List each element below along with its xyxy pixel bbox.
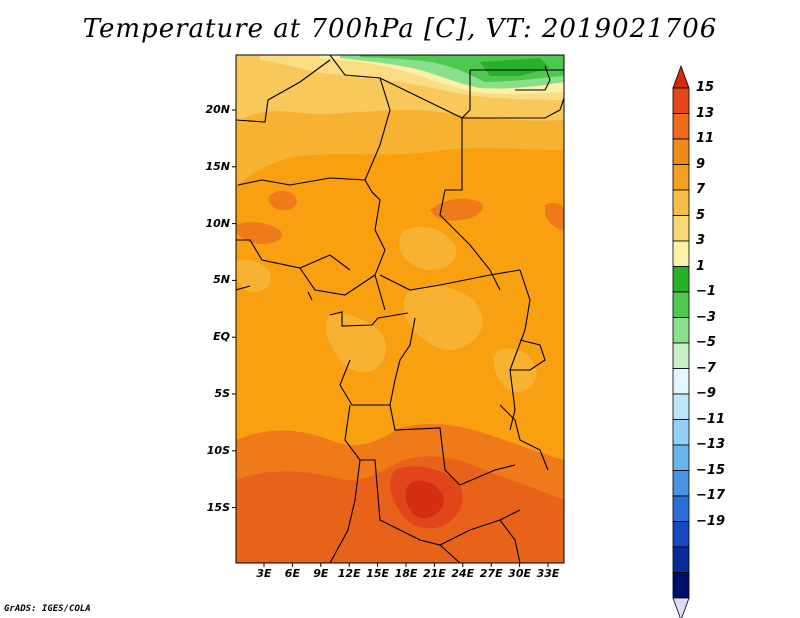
colorbar-swatch: [672, 521, 690, 548]
lon-label: 6E: [284, 567, 300, 580]
colorbar-swatch: [672, 291, 690, 318]
colorbar-swatch: [672, 444, 690, 471]
colorbar-label: −1: [696, 284, 716, 299]
lon-label: 15E: [366, 567, 389, 580]
colorbar-swatch: [672, 419, 690, 446]
lat-label: 15S: [206, 500, 230, 514]
lon-label: 24E: [451, 567, 475, 580]
axis-ticks: [232, 109, 549, 567]
colorbar-label: 5: [696, 207, 706, 223]
colorbar-swatch: [672, 470, 690, 497]
colorbar-swatch: [672, 317, 690, 344]
lat-label: 15N: [205, 159, 230, 173]
colorbar-label: 13: [696, 105, 715, 121]
colorbar-top-arrow: [672, 64, 690, 89]
colorbar-label: −19: [696, 513, 725, 529]
colorbar-label: −13: [696, 437, 725, 452]
colorbar-label: 7: [696, 182, 706, 197]
colorbar-label: −5: [696, 335, 716, 350]
colorbar-label: 15: [696, 80, 715, 95]
colorbar-swatch: [672, 138, 690, 165]
lat-label: 5N: [213, 273, 230, 287]
lat-label: 10N: [205, 216, 230, 230]
lat-label: 20N: [205, 103, 230, 116]
colorbar-label: −11: [696, 411, 725, 427]
colorbar-swatch: [672, 572, 690, 599]
lon-label: 21E: [422, 567, 446, 580]
lon-label: 30E: [508, 567, 531, 580]
colorbar-label: −7: [696, 360, 716, 376]
colorbar-label: −15: [696, 462, 725, 478]
colorbar-swatch: [672, 495, 690, 522]
lon-label: 27E: [479, 567, 503, 580]
colorbar-swatch: [672, 113, 690, 140]
map-frame: [235, 54, 565, 564]
colorbar-label: 11: [696, 131, 715, 146]
lon-label: 33E: [536, 567, 560, 580]
colorbar-swatch: [672, 240, 690, 267]
lat-label: 5S: [214, 387, 230, 400]
colorbar-swatch: [672, 87, 690, 114]
colorbar-swatch: [672, 189, 690, 216]
colorbar-swatch: [672, 215, 690, 242]
colorbar-swatch: [672, 164, 690, 191]
colorbar-bottom-arrow: [672, 597, 690, 618]
country-borders: [236, 55, 564, 563]
lon-label: 3E: [256, 567, 272, 580]
colorbar: [672, 64, 690, 618]
lon-label: 9E: [313, 567, 329, 580]
colorbar-swatch: [672, 546, 690, 573]
map-title: Temperature at 700hPa [C], VT: 201902170…: [82, 14, 718, 44]
lon-label: 18E: [394, 567, 418, 580]
colorbar-swatch: [672, 342, 690, 369]
colorbar-swatch: [672, 393, 690, 420]
colorbar-label: 9: [696, 156, 706, 172]
colorbar-swatch: [672, 368, 690, 395]
temperature-field: [236, 55, 564, 563]
colorbar-label: 3: [696, 233, 706, 248]
colorbar-label: −9: [696, 386, 716, 401]
lat-label: EQ: [213, 330, 230, 344]
colorbar-label: −17: [696, 488, 725, 503]
lat-label: 10S: [206, 443, 230, 457]
lon-label: 12E: [337, 567, 361, 580]
colorbar-swatch: [672, 266, 690, 293]
colorbar-label: −3: [696, 309, 716, 325]
colorbar-label: 1: [696, 258, 706, 274]
grads-credit: GrADS: IGES/COLA: [4, 604, 91, 614]
